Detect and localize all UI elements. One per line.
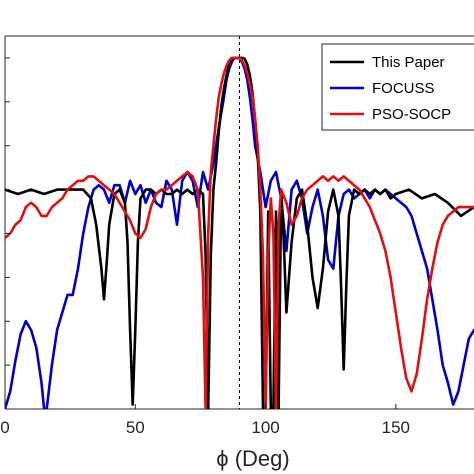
x-tick-label: 100 xyxy=(251,418,279,437)
x-tick-label: 50 xyxy=(126,418,145,437)
legend-label: FOCUSS xyxy=(372,80,435,97)
legend-label: This Paper xyxy=(372,54,445,71)
series-line-pso-socp xyxy=(5,56,474,409)
x-tick-label: 150 xyxy=(382,418,410,437)
x-tick-label: 0 xyxy=(0,418,9,437)
legend: This Paper FOCUSS PSO-SOCP xyxy=(321,43,474,131)
x-axis-label: ϕ (Deg) xyxy=(216,446,289,471)
legend-label: PSO-SOCP xyxy=(372,106,451,123)
